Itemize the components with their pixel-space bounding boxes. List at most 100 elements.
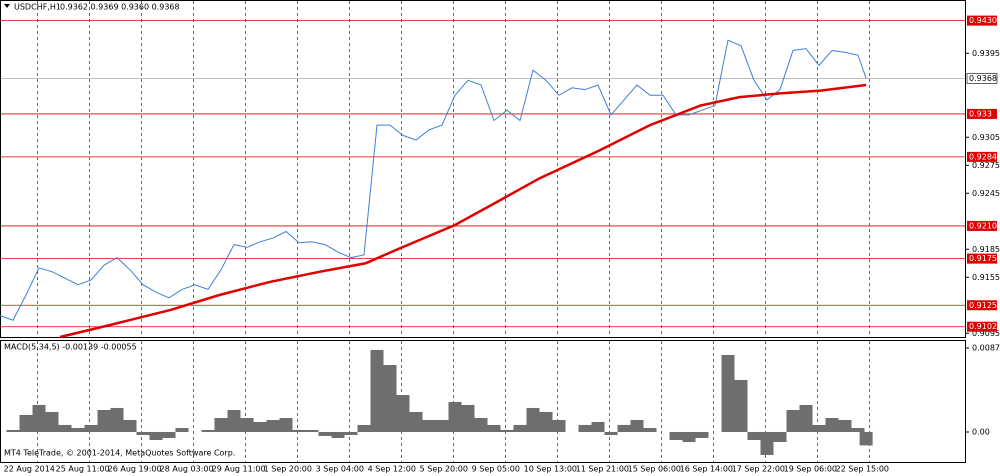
x-tick-label: 1 Sep 20:00	[264, 465, 312, 474]
histogram-bar	[630, 420, 644, 432]
price-line	[59, 83, 867, 339]
histogram-bar	[32, 404, 46, 432]
histogram-bar	[747, 431, 761, 440]
y-tick-label: 0.00	[972, 427, 990, 436]
y-tick-label: 0.9245	[972, 189, 1000, 198]
y-tick-label: 0.9275	[972, 161, 1000, 170]
x-tick-label: 16 Sep 14:00	[680, 465, 733, 474]
histogram-bar	[461, 404, 475, 432]
histogram-bar	[487, 424, 501, 432]
y-tick-label: 0.9095	[972, 329, 1000, 338]
histogram-bar	[760, 431, 774, 455]
y-tick-label: 0.9155	[972, 273, 1000, 282]
histogram-bar	[227, 409, 241, 432]
histogram-bar	[604, 431, 618, 435]
level-box	[967, 253, 997, 264]
histogram-bar	[734, 379, 748, 432]
x-tick-label: 15 Sep 06:00	[628, 465, 681, 474]
histogram-bar	[617, 424, 631, 432]
histogram-bar	[149, 431, 163, 440]
histogram-bar	[331, 431, 345, 438]
histogram-bar	[136, 431, 150, 435]
y-tick-label: 0.0087	[972, 344, 1000, 353]
x-tick-label: 22 Aug 2014	[4, 465, 55, 474]
current-label: 0.9368	[969, 74, 997, 83]
x-tick-label: 17 Sep 22:00	[732, 465, 785, 474]
histogram-bar	[396, 395, 410, 432]
price-line	[0, 39, 867, 321]
histogram-bar	[201, 429, 215, 432]
histogram-bar	[370, 349, 384, 432]
chart-subtitle: 0.9362 0.9369 0.9360 0.9368	[60, 3, 180, 12]
macd-pane	[0, 340, 966, 463]
histogram-bar	[97, 409, 111, 432]
y-tick-label: 0.9185	[972, 245, 1000, 254]
histogram-bar	[851, 428, 865, 432]
y-tick-label: 0.9395	[972, 49, 1000, 58]
x-tick-label: 10 Sep 13:00	[524, 465, 577, 474]
histogram-bar	[578, 424, 592, 432]
footer: MT4 TeleTrade, © 2001-2014, MetaQuotes S…	[4, 449, 235, 458]
level-label: 0.9175	[969, 254, 997, 263]
level-box	[967, 300, 997, 311]
x-tick-label: 29 Aug 11:00	[212, 465, 266, 474]
level-label: 0.9430	[969, 16, 997, 25]
level-label: 0.9284	[969, 152, 997, 161]
x-tick-label: 28 Aug 03:00	[160, 465, 214, 474]
price-pane	[0, 0, 966, 338]
x-tick-label: 25 Aug 11:00	[56, 465, 110, 474]
x-tick-label: 22 Sep 15:00	[836, 465, 889, 474]
histogram-bar	[123, 420, 137, 432]
macd-title: MACD(5,34,5) -0.00139 -0.00055	[4, 343, 137, 352]
histogram-bar	[305, 429, 319, 432]
histogram-bar	[448, 401, 462, 432]
histogram-bar	[812, 424, 826, 432]
histogram-bar	[19, 415, 33, 432]
x-tick-label: 3 Sep 04:00	[316, 465, 364, 474]
histogram-bar	[175, 428, 189, 432]
histogram-bar	[110, 407, 124, 432]
histogram-bar	[695, 431, 709, 438]
histogram-bar	[253, 421, 267, 432]
histogram-bar	[214, 418, 228, 432]
histogram-bar	[591, 421, 605, 432]
histogram-bar	[669, 431, 683, 440]
histogram-bar	[383, 365, 397, 432]
histogram-bar	[552, 420, 566, 432]
histogram-bar	[825, 418, 839, 432]
histogram-bar	[6, 429, 20, 432]
current-box	[966, 73, 998, 84]
level-label: 0.9102	[969, 322, 997, 331]
histogram-bar	[84, 424, 98, 432]
histogram-bar	[721, 354, 735, 432]
histogram-bar	[162, 431, 176, 438]
level-box	[967, 220, 997, 231]
histogram-bar	[500, 429, 514, 432]
histogram-bar	[682, 431, 696, 443]
histogram-bar	[318, 431, 332, 436]
histogram-bar	[71, 428, 85, 432]
histogram-bar	[435, 420, 449, 432]
level-label: 0.933	[969, 109, 992, 118]
histogram-bar	[513, 424, 527, 432]
menu-arrow	[4, 4, 10, 8]
x-tick-label: 11 Sep 21:00	[576, 465, 629, 474]
histogram-bar	[266, 420, 280, 432]
histogram-bar	[773, 431, 787, 443]
histogram-bar	[526, 407, 540, 432]
histogram-bar	[643, 428, 657, 432]
histogram-bar	[292, 429, 306, 432]
histogram-bar	[279, 418, 293, 432]
level-box	[967, 151, 997, 162]
level-box	[967, 108, 997, 119]
histogram-bar	[357, 424, 371, 432]
x-tick-label: 19 Sep 06:00	[784, 465, 837, 474]
histogram-bar	[409, 412, 423, 432]
x-tick-label: 4 Sep 12:00	[368, 465, 416, 474]
histogram-bar	[422, 420, 436, 432]
level-box	[967, 321, 997, 332]
x-tick-label: 9 Sep 05:00	[472, 465, 520, 474]
x-tick-label: 5 Sep 20:00	[420, 465, 468, 474]
histogram-bar	[45, 412, 59, 432]
histogram-bar	[786, 409, 800, 432]
